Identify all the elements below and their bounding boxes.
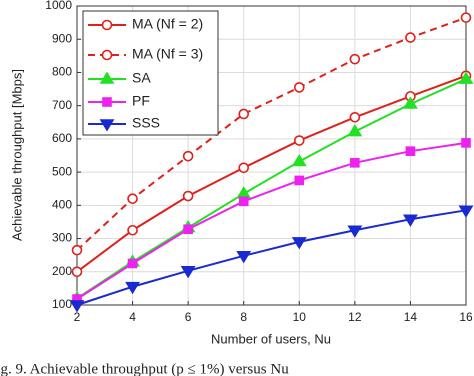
marker	[238, 196, 249, 207]
marker	[238, 108, 250, 120]
series-line	[76, 141, 467, 300]
y-tick-label: 1000	[45, 0, 72, 12]
x-tick-label: 12	[348, 310, 362, 324]
series-line	[76, 16, 467, 251]
marker	[125, 281, 140, 295]
marker	[127, 258, 138, 269]
y-tick-label: 300	[52, 231, 72, 245]
x-tick-label: 14	[404, 310, 418, 324]
plot-frame	[76, 5, 467, 306]
legend-marker	[101, 19, 113, 31]
marker	[71, 244, 83, 256]
legend-label: SA	[132, 70, 151, 86]
marker	[291, 237, 307, 250]
marker	[461, 138, 471, 148]
marker	[238, 162, 250, 174]
series-line	[76, 209, 467, 306]
x-tick-label: 6	[185, 310, 192, 324]
legend-box	[82, 10, 219, 136]
marker	[182, 190, 194, 202]
marker	[405, 146, 416, 156]
marker	[293, 135, 305, 146]
x-tick-label: 10	[293, 310, 307, 324]
marker	[403, 214, 418, 227]
marker	[347, 124, 363, 137]
marker	[127, 193, 138, 204]
marker	[458, 205, 474, 218]
marker	[458, 71, 474, 84]
marker	[291, 153, 307, 167]
legend-label: MA (Nf = 3)	[132, 46, 203, 62]
x-axis-label: Number of users, Nu	[211, 331, 331, 346]
marker	[349, 53, 361, 65]
legend-marker	[99, 71, 115, 84]
series-line	[76, 78, 467, 300]
marker	[460, 12, 472, 23]
legend-label: MA (Nf = 2)	[132, 16, 203, 32]
marker	[180, 265, 196, 279]
y-tick-label: 500	[52, 164, 72, 178]
marker	[236, 251, 252, 264]
x-tick-label: 16	[459, 310, 473, 324]
marker	[405, 32, 416, 43]
x-tick-label: 8	[240, 310, 247, 324]
marker	[69, 300, 85, 313]
legend-label: SSS	[132, 115, 160, 131]
legend-marker	[101, 49, 113, 61]
y-tick-label: 800	[52, 65, 72, 79]
marker	[127, 224, 138, 236]
marker	[350, 158, 360, 168]
caption: Fig. 9. Achievable throughput (p ≤ 1%) v…	[0, 361, 289, 376]
marker	[347, 225, 363, 238]
marker	[294, 175, 305, 186]
x-tick-label: 4	[129, 310, 136, 324]
legend-label: PF	[132, 93, 150, 109]
y-tick-label: 600	[52, 131, 72, 145]
y-tick-label: 200	[52, 264, 72, 278]
y-axis-label: Achievable throughput [Mbps]	[9, 69, 24, 241]
y-tick-label: 100	[52, 297, 72, 311]
marker	[349, 111, 361, 123]
marker	[71, 266, 83, 278]
y-tick-label: 700	[52, 98, 72, 112]
y-tick-label: 900	[52, 31, 72, 45]
marker	[403, 96, 418, 109]
marker	[182, 150, 194, 162]
marker	[293, 82, 305, 93]
y-tick-label: 400	[52, 198, 72, 212]
legend-marker	[102, 97, 112, 107]
legend-marker	[99, 119, 115, 132]
x-tick-label: 2	[74, 310, 81, 324]
series-line	[76, 74, 467, 273]
marker	[183, 224, 193, 235]
